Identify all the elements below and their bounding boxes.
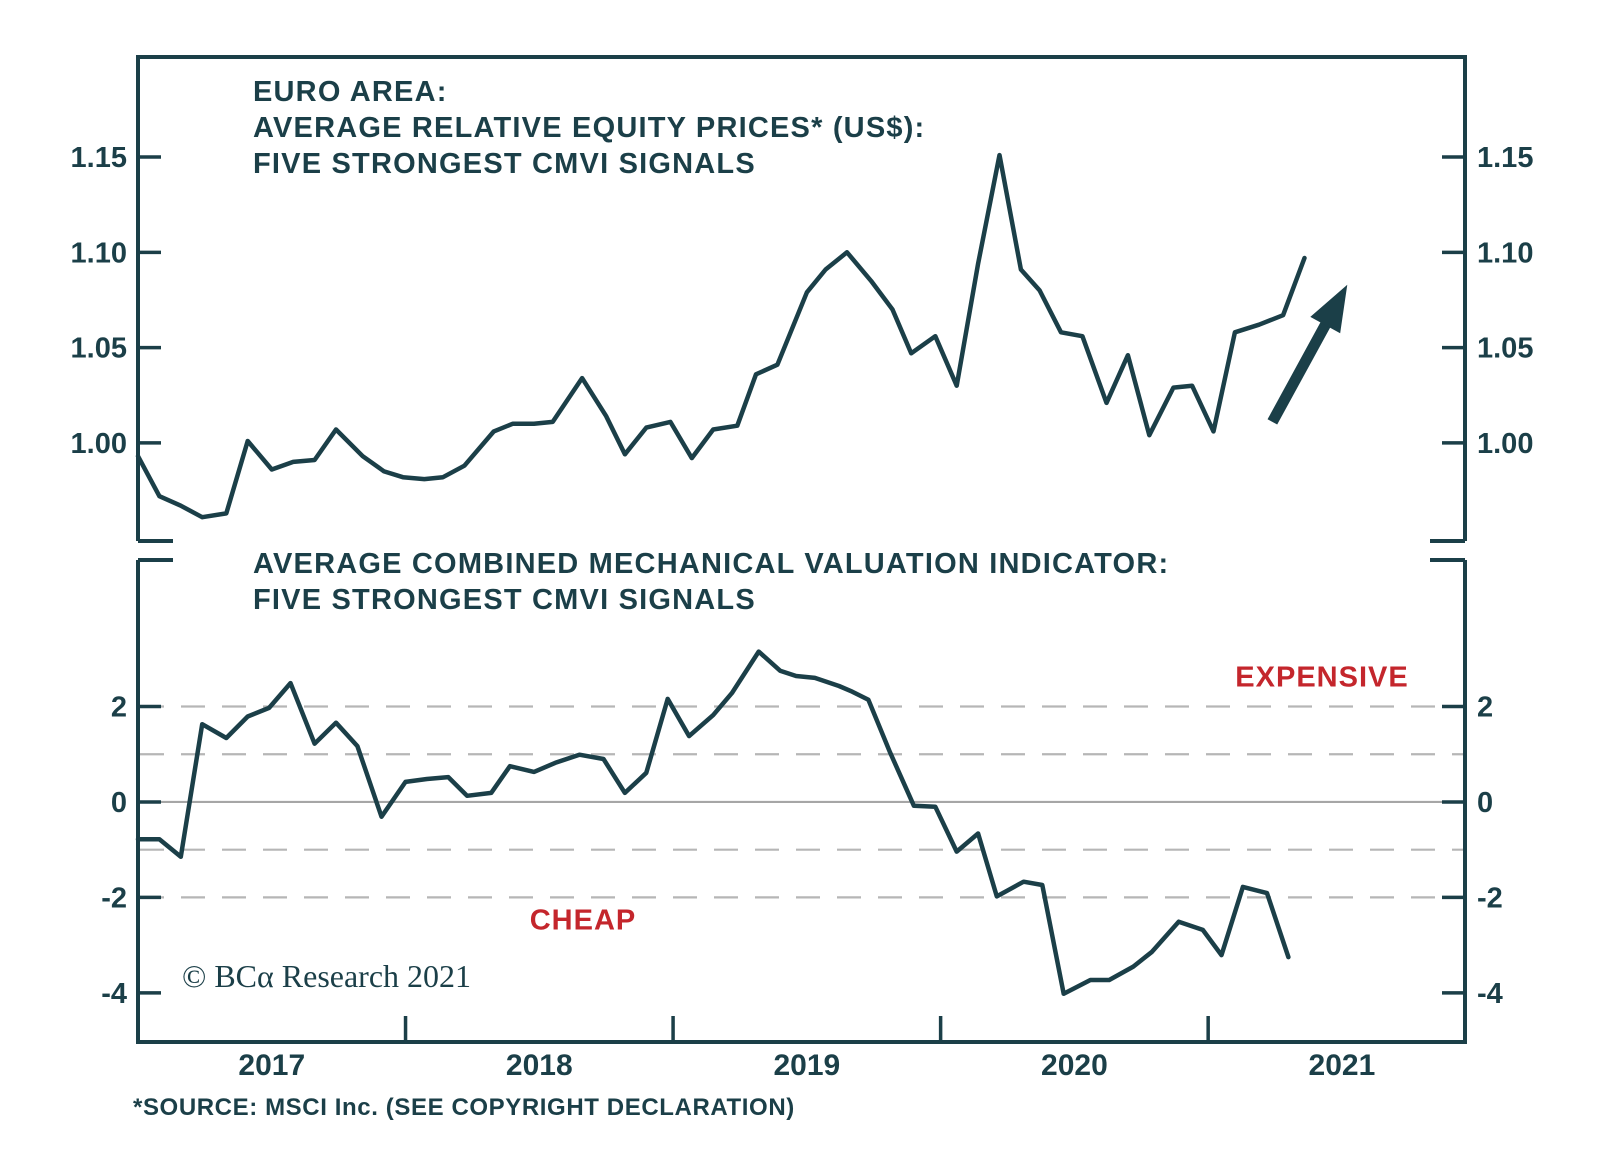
x-axis-year-label-2021: 2021: [1309, 1049, 1376, 1082]
top-axis-label-left-1: 1.00: [71, 428, 127, 460]
bottom-axis-label-right-0: 0: [1477, 787, 1493, 819]
bottom-axis-label-left--4: -4: [101, 978, 127, 1010]
top-title-line-1: EURO AREA:: [253, 76, 448, 108]
bottom-axis-label-right--2: -2: [1477, 882, 1503, 914]
bottom-axis-label-left--2: -2: [101, 882, 127, 914]
top-axis-label-left-1.1: 1.10: [71, 237, 127, 269]
top-panel-frame: [136, 55, 1467, 543]
top-axis-label-right-1.1: 1.10: [1477, 237, 1533, 269]
top-panel-title: EURO AREA: AVERAGE RELATIVE EQUITY PRICE…: [253, 74, 925, 182]
bottom-series-line: [135, 649, 1291, 997]
bottom-axis-label-left-2: 2: [111, 692, 127, 724]
bottom-title-line-1: AVERAGE COMBINED MECHANICAL VALUATION IN…: [253, 548, 1170, 580]
x-axis-year-label-2017: 2017: [238, 1049, 305, 1082]
trend-arrow-shaft: [1267, 317, 1333, 425]
top-series-line: [135, 152, 1307, 520]
top-title-line-2: AVERAGE RELATIVE EQUITY PRICES* (US$):: [253, 112, 926, 144]
source-note: *SOURCE: MSCI Inc. (SEE COPYRIGHT DECLAR…: [133, 1094, 795, 1121]
bottom-axis-label-right-2: 2: [1477, 692, 1493, 724]
x-axis-year-label-2018: 2018: [506, 1049, 573, 1082]
x-axis-year-label-2019: 2019: [773, 1049, 840, 1082]
bottom-title-line-2: FIVE STRONGEST CMVI SIGNALS: [253, 584, 756, 616]
trend-arrow-head: [1310, 284, 1348, 334]
expensive-label: EXPENSIVE: [1235, 661, 1409, 694]
top-axis-label-left-1.15: 1.15: [71, 142, 127, 174]
top-axis-label-left-1.05: 1.05: [71, 333, 127, 365]
x-axis-year-label-2020: 2020: [1041, 1049, 1108, 1082]
bottom-panel-title: AVERAGE COMBINED MECHANICAL VALUATION IN…: [253, 546, 1169, 618]
top-axis-label-right-1.05: 1.05: [1477, 333, 1533, 365]
top-axis-label-right-1.15: 1.15: [1477, 142, 1533, 174]
top-axis-label-right-1: 1.00: [1477, 428, 1533, 460]
bottom-axis-label-right--4: -4: [1477, 978, 1503, 1010]
bca-research-logo: © BCα Research 2021: [182, 958, 472, 994]
bottom-axis-label-left-0: 0: [111, 787, 127, 819]
cheap-label: CHEAP: [529, 904, 637, 937]
top-title-line-3: FIVE STRONGEST CMVI SIGNALS: [253, 148, 756, 180]
